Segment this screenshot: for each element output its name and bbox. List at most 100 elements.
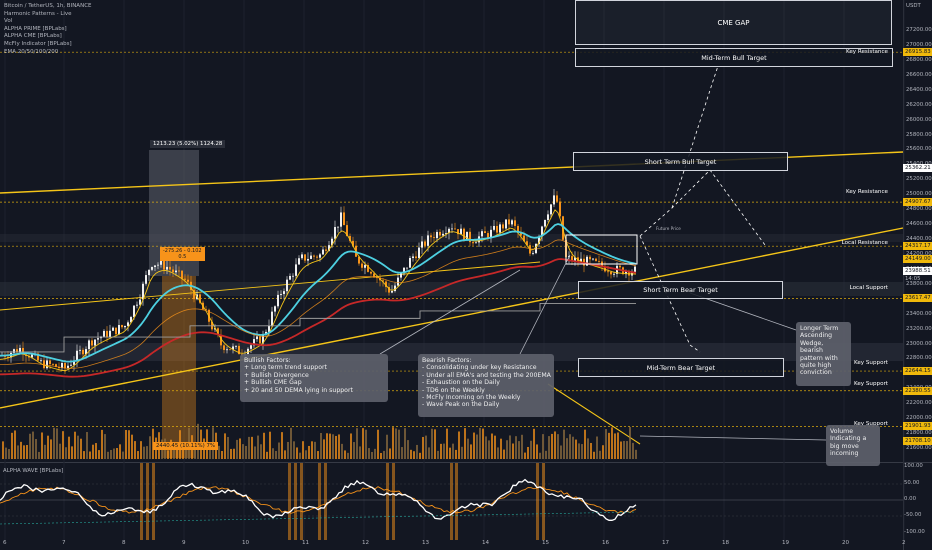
short-bear-target-label: Short Term Bear Target <box>643 286 718 294</box>
candle <box>226 349 228 351</box>
volume-bar <box>38 451 40 459</box>
note-line: conviction <box>800 369 832 377</box>
candle <box>286 279 288 292</box>
price-label: 22380.55 <box>903 386 932 395</box>
volume-bar <box>50 439 52 459</box>
volume-bar <box>221 450 223 459</box>
volume-bar <box>146 446 148 459</box>
volume-bar <box>101 429 103 459</box>
osc-highlight-bar <box>146 463 149 540</box>
candle <box>430 235 432 238</box>
note-line: Longer Term <box>800 325 839 332</box>
candle <box>277 294 279 307</box>
volume-bar <box>590 442 592 459</box>
volume-bar <box>197 423 199 459</box>
volume-bar <box>311 441 313 459</box>
price-tick: 23200.00 <box>906 325 932 332</box>
volume-bar <box>491 433 493 459</box>
bearish-factors-note[interactable]: Bearish Factors: - Consolidating under k… <box>418 354 554 417</box>
volume-bar <box>278 442 280 459</box>
volume-bar <box>116 447 118 459</box>
candle <box>37 353 39 361</box>
volume-bar <box>59 443 61 459</box>
volume-bar <box>2 441 4 459</box>
candle <box>250 345 252 349</box>
candle <box>412 256 414 258</box>
volume-bar <box>539 452 541 459</box>
short-bull-target-box[interactable]: Short Term Bull Target <box>573 152 788 171</box>
volume-bar <box>443 443 445 459</box>
volume-bar <box>425 435 427 459</box>
volume-bar <box>545 450 547 459</box>
volume-bar <box>125 429 127 459</box>
price-tick: 27200.00 <box>906 27 932 33</box>
volume-bar <box>383 450 385 459</box>
candle <box>460 228 462 235</box>
mid-bear-target-box[interactable]: Mid-Term Bear Target <box>578 358 784 377</box>
osc-highlight-bar <box>392 463 395 540</box>
candle <box>109 330 111 338</box>
candle <box>13 349 15 353</box>
volume-bar <box>53 427 55 459</box>
candle <box>337 226 339 228</box>
volume-bar <box>605 429 607 459</box>
note-line: bearish <box>800 347 823 355</box>
candle <box>64 362 66 369</box>
volume-bar <box>251 436 253 459</box>
legend-indicator: McFly Indicator [BPLabs] <box>4 40 72 47</box>
volume-bar <box>269 431 271 459</box>
candle <box>163 260 165 270</box>
price-label: 21901.93 <box>903 422 932 431</box>
osc-highlight-bar <box>542 463 545 540</box>
volume-bar <box>389 448 391 459</box>
osc-tick: 50.00 <box>904 480 920 486</box>
candle <box>505 219 507 229</box>
volume-bar <box>635 449 637 459</box>
volume-bar <box>431 428 433 459</box>
note-pointer <box>639 435 827 441</box>
short-bull-target-label: Short Term Bull Target <box>644 157 717 166</box>
price-tick: 26000.00 <box>906 116 932 123</box>
price-label: 14:05 <box>905 275 921 282</box>
candle <box>613 273 615 275</box>
candle <box>181 270 183 279</box>
candle <box>586 256 588 266</box>
volume-bar <box>557 434 559 459</box>
candle <box>526 241 528 246</box>
cme-gap-box[interactable]: CME GAP <box>575 0 892 45</box>
candle <box>571 256 573 262</box>
volume-bar <box>329 433 331 459</box>
osc-highlight-bar <box>152 463 155 540</box>
volume-bar <box>5 447 7 459</box>
volume-bar <box>377 429 379 459</box>
ema-50-line <box>0 223 637 363</box>
candle <box>70 364 72 366</box>
volume-bar <box>299 452 301 459</box>
volume-bar <box>515 436 517 459</box>
volume-note[interactable]: Volume Indicating a big move incoming <box>826 425 880 466</box>
ema-100-line <box>0 239 637 369</box>
volume-bar <box>332 434 334 459</box>
local-support-label: Local Support <box>849 285 888 291</box>
note-line: + Bullish CME Gap <box>244 379 302 387</box>
candle <box>229 349 231 351</box>
note-line: - Under all EMA's and testing the 200EMA <box>422 371 551 379</box>
candle <box>124 325 126 328</box>
volume-bar <box>614 433 616 459</box>
short-bear-target-box[interactable]: Short Term Bear Target <box>578 281 783 299</box>
candle <box>574 257 576 262</box>
price-tick: 27000.00 <box>906 41 932 48</box>
candle <box>73 361 75 365</box>
candle <box>403 267 405 274</box>
mid-bull-target-box[interactable]: Mid-Term Bull Target <box>575 48 893 67</box>
bullish-factors-note[interactable]: Bullish Factors: + Long term trend suppo… <box>240 354 388 402</box>
volume-bar <box>524 452 526 459</box>
volume-bar <box>365 429 367 459</box>
volume-bar <box>503 449 505 459</box>
wedge-note[interactable]: Longer Term Ascending Wedge, bearish pat… <box>796 322 851 386</box>
volume-bar <box>551 433 553 459</box>
candle <box>259 336 261 344</box>
legend-indicator: Vol <box>4 18 13 25</box>
candle <box>40 360 42 362</box>
